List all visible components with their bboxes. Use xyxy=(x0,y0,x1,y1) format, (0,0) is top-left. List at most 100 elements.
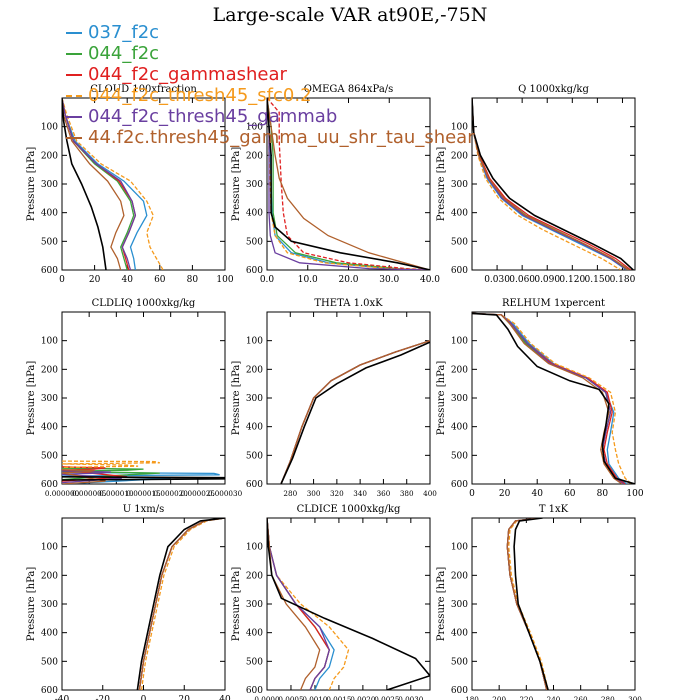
y-tick-label: 300 xyxy=(41,180,58,190)
legend-entry: 44.f2c.thresh45_gamma_uu_shr_tau_shear xyxy=(66,127,475,148)
series-line xyxy=(472,98,632,270)
x-tick-label: 0.0030 xyxy=(398,695,424,700)
subplot-title: OMEGA 864xPa/s xyxy=(304,84,394,95)
y-tick-label: 200 xyxy=(41,151,58,161)
y-tick-label: 400 xyxy=(451,209,468,219)
subplot-title: CLDLIQ 1000xkg/kg xyxy=(92,298,196,309)
y-tick-label: 600 xyxy=(451,686,468,696)
subplot-title: U 1xm/s xyxy=(123,504,165,515)
y-tick-label: 300 xyxy=(246,394,263,404)
legend-swatch xyxy=(66,94,82,97)
series-line xyxy=(472,98,629,270)
series-line xyxy=(513,518,549,690)
x-tick-label: 0.000030 xyxy=(208,489,243,498)
y-tick-label: 200 xyxy=(41,365,58,375)
legend-label: 044_f2c_thresh45_gammab xyxy=(88,106,338,127)
legend-entry: 044_f2c_gammashear xyxy=(66,64,475,85)
x-tick-label: 360 xyxy=(377,489,391,498)
subplot-title: THETA 1.0xK xyxy=(314,298,383,309)
y-axis-label: Pressure [hPa] xyxy=(436,147,447,222)
series-line xyxy=(280,340,430,484)
series-line xyxy=(267,98,430,270)
x-tick-label: 0.000010 xyxy=(99,489,134,498)
x-tick-label: -40 xyxy=(55,695,70,700)
series-line xyxy=(62,98,137,270)
series-line xyxy=(267,518,430,690)
legend-entry: 044_f2c_thresh45_sfc0.2 xyxy=(66,85,475,106)
y-tick-label: 500 xyxy=(41,237,58,247)
y-tick-label: 200 xyxy=(451,571,468,581)
y-tick-label: 200 xyxy=(451,365,468,375)
series-line xyxy=(136,518,225,690)
series-line xyxy=(508,518,549,690)
y-axis-label: Pressure [hPa] xyxy=(26,147,37,222)
x-tick-label: 0.0010 xyxy=(302,695,328,700)
series-line xyxy=(280,340,430,484)
x-tick-label: 0.0000 xyxy=(254,695,280,700)
series-line xyxy=(267,518,330,690)
y-tick-label: 600 xyxy=(41,480,58,490)
series-line xyxy=(138,518,225,690)
plot-frame xyxy=(61,311,226,485)
legend: 037_f2c 044_f2c 044_f2c_gammashear 044_f… xyxy=(66,22,475,148)
x-tick-label: 80 xyxy=(597,489,609,499)
y-tick-label: 400 xyxy=(246,423,263,433)
x-tick-label: 20 xyxy=(179,695,191,700)
y-tick-label: 300 xyxy=(246,600,263,610)
x-tick-label: 0.000000 xyxy=(45,489,80,498)
series-line xyxy=(472,98,634,270)
y-tick-label: 400 xyxy=(41,629,58,639)
x-tick-label: 0.120 xyxy=(559,275,585,285)
y-tick-label: 100 xyxy=(451,543,468,553)
x-tick-label: 40.0 xyxy=(420,275,440,285)
plot-frame xyxy=(471,517,636,691)
y-tick-label: 600 xyxy=(246,480,263,490)
x-tick-label: 300 xyxy=(307,489,321,498)
x-tick-label: 0 xyxy=(59,275,65,285)
y-tick-label: 200 xyxy=(246,571,263,581)
x-tick-label: 20 xyxy=(89,275,101,285)
series-line xyxy=(280,340,430,484)
series-line xyxy=(472,312,624,484)
x-tick-label: 0.000015 xyxy=(126,489,161,498)
y-tick-label: 400 xyxy=(451,423,468,433)
x-tick-label: 0.060 xyxy=(509,275,535,285)
series-line xyxy=(267,98,430,270)
y-axis-label: Pressure [hPa] xyxy=(26,361,37,436)
y-tick-label: 400 xyxy=(41,209,58,219)
x-tick-label: 0.000025 xyxy=(181,489,216,498)
legend-swatch xyxy=(66,31,82,34)
legend-entry: 037_f2c xyxy=(66,22,475,43)
legend-swatch xyxy=(66,52,82,55)
y-axis-label: Pressure [hPa] xyxy=(436,567,447,642)
y-tick-label: 200 xyxy=(246,151,263,161)
x-tick-label: 10.0 xyxy=(298,275,318,285)
series-line xyxy=(267,518,350,690)
y-tick-label: 500 xyxy=(41,657,58,667)
series-line xyxy=(472,98,630,270)
series-line xyxy=(472,312,633,484)
y-tick-label: 100 xyxy=(41,337,58,347)
series-line xyxy=(138,518,225,690)
figure-title: Large-scale VAR at90E,-75N xyxy=(212,4,488,26)
series-line xyxy=(472,98,628,270)
subplot: OMEGA 864xPa/s Pressure [hPa] 100 200 300 400… xyxy=(231,84,440,285)
y-tick-label: 100 xyxy=(246,543,263,553)
plot-frame xyxy=(471,311,636,485)
y-tick-label: 600 xyxy=(451,480,468,490)
y-tick-label: 400 xyxy=(451,629,468,639)
y-tick-label: 300 xyxy=(41,600,58,610)
y-tick-label: 500 xyxy=(451,237,468,247)
x-tick-label: 0 xyxy=(141,695,147,700)
x-tick-label: 0.0005 xyxy=(278,695,304,700)
x-tick-label: 320 xyxy=(330,489,344,498)
x-tick-label: 300 xyxy=(628,695,642,700)
y-axis-label: Pressure [hPa] xyxy=(231,361,242,436)
x-tick-label: 0 xyxy=(469,489,475,499)
y-tick-label: 600 xyxy=(246,266,263,276)
y-tick-label: 300 xyxy=(451,600,468,610)
series-line xyxy=(62,476,225,481)
y-tick-label: 500 xyxy=(41,451,58,461)
subplot-title: Q 1000xkg/kg xyxy=(518,84,589,95)
